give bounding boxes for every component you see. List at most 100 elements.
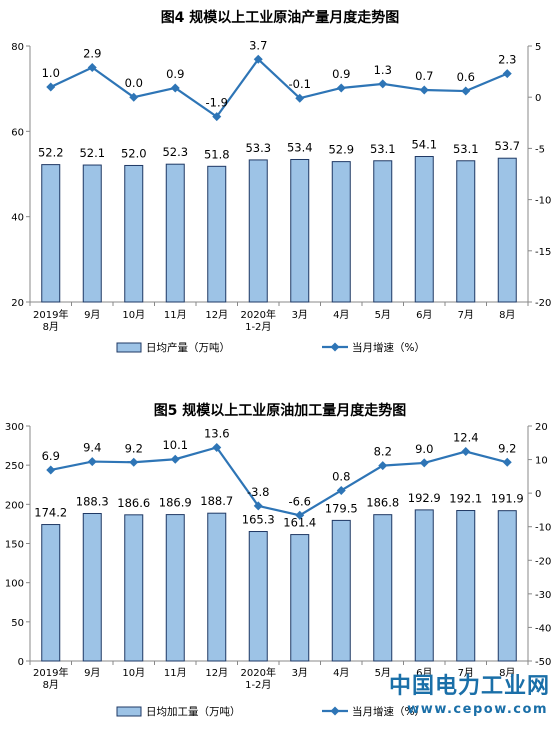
left-tick-label: 60 [11, 127, 24, 138]
legend-bar-swatch [116, 342, 142, 353]
bar-value-label: 54.1 [411, 138, 437, 152]
bar [248, 531, 268, 662]
growth-point [461, 447, 471, 457]
bar [290, 158, 310, 303]
right-tick-label: -10 [535, 523, 551, 534]
growth-value-label: 12.4 [453, 431, 479, 445]
bar [456, 510, 476, 662]
growth-point [212, 112, 222, 122]
bar [331, 519, 351, 662]
growth-point [461, 86, 471, 96]
growth-point [87, 457, 97, 467]
bar [290, 534, 310, 662]
bar [207, 165, 227, 303]
legend: 日均加工量（万吨） 当月增速（%） [116, 705, 425, 718]
bar [497, 510, 517, 662]
right-tick-label: -20 [535, 298, 551, 309]
growth-value-label: 9.2 [125, 441, 143, 455]
category-label: 12月 [205, 309, 228, 321]
growth-point [502, 457, 512, 467]
category-label: 5月 [375, 667, 391, 679]
category-label: 6月 [416, 667, 432, 679]
growth-point [419, 458, 429, 468]
right-tick-label: 0 [535, 489, 541, 500]
category-label: 2019年 [33, 666, 68, 679]
growth-value-label: -1.9 [206, 96, 228, 110]
bar [207, 512, 227, 662]
growth-value-label: 0.0 [125, 76, 143, 90]
category-label: 11月 [164, 309, 187, 321]
category-label: 2020年 [241, 308, 276, 321]
left-tick-label: 300 [5, 422, 24, 433]
growth-value-label: 0.9 [166, 67, 184, 81]
bar-value-label: 179.5 [325, 501, 358, 515]
growth-value-label: 9.0 [415, 442, 433, 456]
growth-point [419, 85, 429, 95]
legend-line-label: 当月增速（%） [352, 705, 425, 718]
category-label: 2019年 [33, 308, 68, 321]
legend-line-label: 当月增速（%） [352, 341, 425, 354]
left-tick-label: 50 [11, 618, 24, 629]
bar [497, 157, 517, 303]
growth-value-label: 8.2 [374, 445, 392, 459]
right-tick-label: 10 [535, 456, 548, 467]
left-tick-label: 0 [18, 657, 24, 668]
growth-value-label: 9.2 [498, 441, 516, 455]
bar-value-label: 188.7 [200, 494, 233, 508]
category-label: 12月 [205, 667, 228, 679]
right-tick-label: -50 [535, 657, 551, 668]
growth-value-label: 0.7 [415, 69, 433, 83]
growth-value-label: 1.0 [42, 66, 60, 80]
bar [82, 164, 102, 303]
left-tick-label: 20 [11, 298, 24, 309]
growth-value-label: 0.9 [332, 67, 350, 81]
bar [456, 160, 476, 303]
category-label: 7月 [458, 309, 474, 321]
bar [41, 524, 61, 662]
growth-line [50, 57, 508, 119]
bar-value-label: 53.4 [287, 140, 313, 154]
bar [373, 514, 393, 662]
left-tick-label: 40 [11, 213, 24, 224]
growth-point [46, 465, 56, 475]
category-label: 3月 [292, 309, 308, 321]
category-label: 3月 [292, 667, 308, 679]
bar-value-label: 52.2 [38, 146, 64, 160]
category-label: 6月 [416, 309, 432, 321]
category-label: 10月 [122, 309, 145, 321]
bar-value-label: 51.8 [204, 147, 230, 161]
bar-value-label: 52.3 [162, 145, 188, 159]
bar-value-label: 174.2 [34, 506, 67, 520]
bar-value-label: 53.1 [370, 142, 396, 156]
category-label: 11月 [164, 667, 187, 679]
growth-value-label: 2.3 [498, 53, 516, 67]
bar [82, 512, 102, 662]
growth-value-label: 13.6 [204, 426, 230, 440]
right-tick-label: -20 [535, 556, 551, 567]
category-label: 4月 [333, 667, 349, 679]
growth-value-label: 0.6 [457, 70, 475, 84]
bar-value-label: 161.4 [283, 516, 316, 530]
watermark-name: 中国电力工业网 [388, 674, 550, 699]
bar [165, 163, 185, 303]
growth-value-label: 1.3 [374, 63, 392, 77]
right-tick-label: -5 [535, 144, 545, 155]
right-tick-label: -40 [535, 623, 551, 634]
legend-bar-label: 日均产量（万吨） [146, 341, 230, 354]
growth-point [212, 442, 222, 452]
category-label: 8月 [499, 667, 515, 679]
left-tick-label: 80 [11, 42, 24, 53]
right-tick-label: 0 [535, 93, 541, 104]
bar-value-label: 188.3 [76, 494, 109, 508]
bar-value-label: 192.1 [449, 492, 482, 506]
category-label: 4月 [333, 309, 349, 321]
growth-value-label: 3.7 [249, 38, 267, 52]
growth-point [129, 457, 139, 467]
growth-point [87, 63, 97, 73]
growth-value-label: 2.9 [83, 47, 101, 61]
growth-value-label: 6.9 [42, 449, 60, 463]
growth-point [378, 79, 388, 89]
bar [248, 159, 268, 303]
